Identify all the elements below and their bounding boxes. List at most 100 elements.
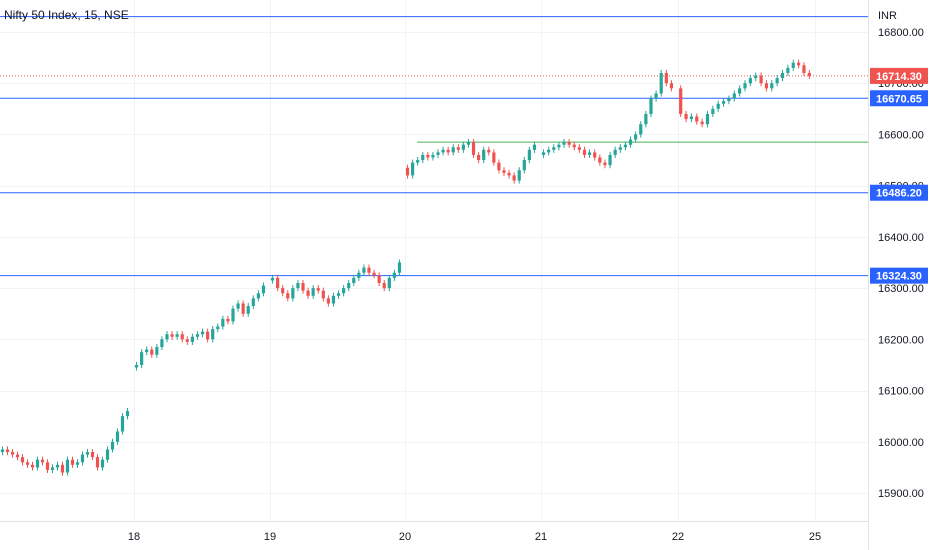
candle-body	[727, 98, 731, 102]
candle-body	[45, 462, 50, 470]
candle-body	[367, 267, 371, 273]
candle-body	[261, 285, 266, 294]
candle-body	[451, 147, 455, 153]
candle-body	[65, 459, 70, 473]
candle-body	[175, 334, 179, 337]
candle-body	[352, 277, 356, 283]
candle-body	[659, 72, 663, 94]
candle-body	[426, 154, 430, 158]
candle-body	[532, 144, 537, 150]
candle-body	[593, 152, 597, 158]
time-axis[interactable]: 18 19 20 21 22 25	[128, 531, 821, 543]
time-tick-label: 25	[809, 531, 821, 543]
candle-body	[689, 116, 693, 120]
candle-body	[216, 326, 220, 330]
candle-body	[664, 72, 668, 84]
candle-body	[362, 267, 366, 273]
candle-body	[461, 144, 465, 150]
candle-body	[357, 272, 361, 278]
candle-body	[372, 272, 376, 276]
time-tick-label: 22	[672, 531, 684, 543]
candle-body	[85, 452, 90, 455]
candle-body	[791, 62, 795, 68]
candle-body	[270, 277, 275, 281]
horizontal-levels	[0, 16, 868, 277]
candle-body	[397, 262, 402, 273]
candle-body	[140, 352, 144, 365]
candle-body	[95, 457, 100, 468]
candle-body	[134, 364, 139, 368]
candle-body	[251, 298, 255, 307]
candle-body	[497, 162, 501, 171]
candle-body	[582, 149, 587, 155]
candle-body	[382, 282, 386, 289]
candle-body	[311, 288, 315, 296]
candle-body	[552, 147, 556, 150]
candle-body	[754, 75, 758, 79]
candle-body	[654, 93, 658, 99]
candle-body	[336, 293, 341, 296]
candle-body	[155, 347, 159, 355]
candle-body	[541, 152, 546, 155]
candle-body	[100, 459, 105, 468]
level-tag: 16670.65	[876, 93, 922, 105]
candle-body	[780, 72, 785, 79]
candle-body	[557, 144, 561, 148]
candle-body	[705, 113, 710, 125]
candle-body	[296, 282, 300, 289]
candle-body	[276, 277, 280, 289]
candle-body	[748, 78, 752, 84]
price-tick-label: 16400.00	[878, 232, 924, 244]
currency-label: INR	[878, 10, 897, 22]
candle-body	[387, 277, 391, 289]
candle-body	[10, 452, 15, 455]
candle-body	[695, 116, 699, 122]
level-tag: 16324.30	[876, 271, 922, 283]
candle-body	[316, 288, 320, 291]
candle-body	[446, 149, 450, 153]
price-tick-label: 16800.00	[878, 27, 924, 39]
price-tick-label: 16300.00	[878, 283, 924, 295]
candle-body	[482, 149, 486, 161]
candle-body	[221, 318, 225, 327]
time-tick-label: 21	[535, 531, 547, 543]
price-tick-label: 16000.00	[878, 437, 924, 449]
candle-body	[241, 303, 245, 314]
candle-body	[527, 149, 531, 161]
candle-body	[200, 331, 205, 335]
candle-body	[547, 149, 551, 153]
candle-body	[55, 464, 60, 468]
level-tag-box	[870, 184, 928, 201]
candle-body	[759, 75, 763, 84]
level-tag-box	[870, 267, 928, 284]
level-tag: 16486.20	[876, 188, 922, 200]
candle-body	[572, 144, 576, 148]
candle-body	[644, 113, 648, 125]
candle-body	[15, 454, 20, 458]
candle-body	[608, 154, 612, 166]
candle-body	[770, 83, 774, 89]
candle-body	[477, 154, 481, 161]
price-tick-label: 15900.00	[878, 488, 924, 500]
candle-body	[764, 83, 769, 89]
last-price-tag: 16714.30	[876, 71, 922, 83]
candle-body	[441, 149, 445, 153]
candle-body	[802, 65, 806, 73]
candle-body	[236, 303, 240, 309]
candle-body	[246, 306, 250, 314]
price-tick-label: 16600.00	[878, 129, 924, 141]
candle-body	[105, 449, 110, 460]
candle-body	[618, 147, 622, 150]
candle-body	[512, 175, 516, 181]
candle-body	[522, 160, 526, 171]
candle-body	[377, 275, 381, 283]
candle-body	[80, 454, 85, 463]
candle-body	[286, 293, 290, 299]
candle-body	[60, 464, 65, 473]
candle-body	[50, 467, 55, 470]
candle-body	[738, 88, 742, 94]
candle-body	[392, 272, 396, 278]
candle-body	[431, 154, 435, 158]
